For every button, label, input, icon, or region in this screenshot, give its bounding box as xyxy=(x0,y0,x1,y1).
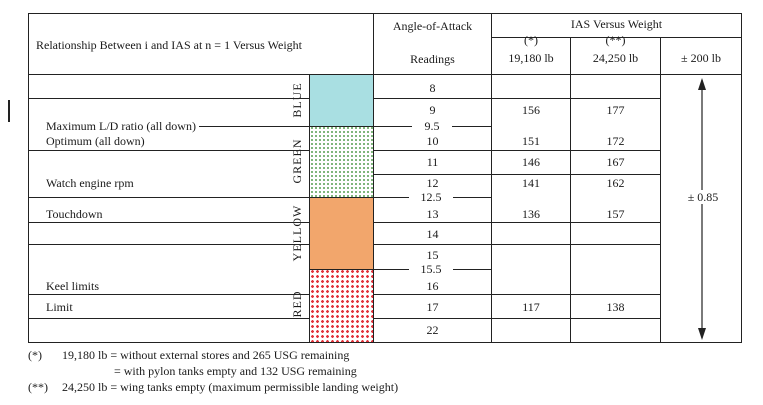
w2-header: 24,250 lb xyxy=(592,51,639,65)
label-limit: Limit xyxy=(46,300,73,314)
tolerance-header: ± 200 lb xyxy=(681,51,721,65)
ias-header: IAS Versus Weight xyxy=(570,17,663,31)
table-top-border xyxy=(28,13,741,14)
ias-subheader-line xyxy=(491,37,741,38)
row-line-l7 xyxy=(28,318,309,319)
reading-13: 13 xyxy=(426,207,439,221)
reading-10: 10 xyxy=(426,134,439,148)
table-header-bottom xyxy=(28,74,741,75)
footnote-2-text: 24,250 lb = wing tanks empty (maximum pe… xyxy=(62,380,399,394)
footnote-1-marker: (*) xyxy=(28,348,42,362)
red-band xyxy=(310,269,373,342)
table-bottom-border xyxy=(28,342,741,343)
w1-marker: (*) xyxy=(524,33,538,47)
ias-w1-aoa11: 146 xyxy=(522,155,540,169)
row-line-l4 xyxy=(28,222,309,223)
ias-w1-aoa12: 141 xyxy=(522,176,540,190)
label-touchdown: Touchdown xyxy=(46,207,103,221)
row-line-l3 xyxy=(28,197,309,198)
row-line-l5 xyxy=(28,244,309,245)
reading-9: 9 xyxy=(429,103,436,117)
col-divider-aoa xyxy=(373,13,374,343)
blue-band xyxy=(310,75,373,126)
tolerance-value: ± 0.85 xyxy=(672,190,734,204)
footnote-1-text: 19,180 lb = without external stores and … xyxy=(62,348,350,362)
table-left-border xyxy=(28,13,29,343)
margin-tick xyxy=(8,100,10,122)
footnote-2-marker: (**) xyxy=(28,380,48,394)
band-label-red: RED xyxy=(290,290,304,318)
relationship-header: Relationship Between i and IAS at n = 1 … xyxy=(36,38,302,52)
row-line-r2 xyxy=(373,150,660,151)
col-divider-ias xyxy=(491,13,492,343)
band-label-yellow: YELLOW xyxy=(290,204,304,262)
yellow-band xyxy=(310,197,373,269)
label-keel-limits: Keel limits xyxy=(46,279,99,293)
row-line-l6 xyxy=(28,294,309,295)
footnote-1-cont: = with pylon tanks empty and 132 USG rem… xyxy=(114,364,357,378)
ias-w1-aoa10: 151 xyxy=(522,134,540,148)
reading-15: 15 xyxy=(426,248,439,262)
aoa-header: Angle-of-Attack xyxy=(392,19,473,33)
band-label-green: GREEN xyxy=(290,138,304,184)
ias-w2-aoa11: 167 xyxy=(606,155,625,169)
tolerance-arrow xyxy=(698,78,706,340)
boundary-12-5: 12.5 xyxy=(409,190,453,205)
ias-w2-aoa9: 177 xyxy=(606,103,625,117)
label-max-ld: Maximum L/D ratio (all down) xyxy=(46,119,199,133)
w2-marker: (**) xyxy=(605,33,626,47)
row-line-l1 xyxy=(28,98,309,99)
ias-w1-aoa17: 117 xyxy=(522,300,540,314)
w1-header: 19,180 lb xyxy=(508,51,554,65)
reading-11: 11 xyxy=(426,155,439,169)
row-line-r6 xyxy=(373,294,660,295)
row-line-r3 xyxy=(373,174,660,175)
ias-w1-aoa9: 156 xyxy=(522,103,540,117)
ias-w2-aoa10: 172 xyxy=(606,134,625,148)
label-optimum: Optimum (all down) xyxy=(46,134,145,148)
col-divider-w2 xyxy=(660,37,661,343)
green-band xyxy=(310,126,373,197)
row-line-r7 xyxy=(373,318,660,319)
band-label-blue: BLUE xyxy=(290,82,304,118)
ias-w1-aoa13: 136 xyxy=(522,207,540,221)
col-divider-w1 xyxy=(570,37,571,343)
table-right-border xyxy=(741,13,742,343)
reading-22: 22 xyxy=(426,323,439,337)
boundary-15-5: 15.5 xyxy=(409,262,453,277)
reading-14: 14 xyxy=(426,227,439,241)
reading-16: 16 xyxy=(426,279,439,293)
row-line-r4 xyxy=(373,222,660,223)
ias-w2-aoa17: 138 xyxy=(606,300,625,314)
row-line-r5 xyxy=(373,244,660,245)
col-divider-label xyxy=(309,74,310,342)
reading-12: 12 xyxy=(426,176,439,190)
reading-8: 8 xyxy=(429,81,436,95)
boundary-line-9-5 xyxy=(46,126,491,127)
readings-header: Readings xyxy=(410,52,455,66)
band-sep-2 xyxy=(310,197,373,198)
row-line-l2 xyxy=(28,150,309,151)
band-sep-3 xyxy=(310,269,373,270)
boundary-9-5: 9.5 xyxy=(412,119,452,134)
ias-w2-aoa12: 162 xyxy=(606,176,625,190)
row-line-r1 xyxy=(373,98,660,99)
reading-17: 17 xyxy=(426,300,439,314)
label-watch-engine: Watch engine rpm xyxy=(46,176,134,190)
ias-w2-aoa13: 157 xyxy=(606,207,625,221)
